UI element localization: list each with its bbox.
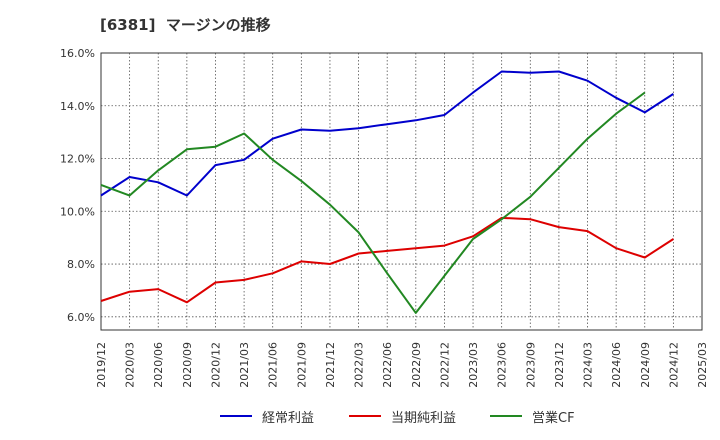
x-tick-label-16: 2023/12 xyxy=(553,342,566,388)
x-tick-label-5: 2021/03 xyxy=(238,342,251,388)
y-tick-label-3: 12.0% xyxy=(60,153,95,166)
x-tick-label-18: 2024/06 xyxy=(610,342,623,388)
x-tick-label-13: 2023/03 xyxy=(467,342,480,388)
x-tick-label-1: 2020/03 xyxy=(124,342,137,388)
x-tick-label-9: 2022/03 xyxy=(353,342,366,388)
series-lines xyxy=(100,70,674,314)
x-tick-label-2: 2020/06 xyxy=(152,342,165,388)
legend-swatch-series-2 xyxy=(490,415,522,417)
plot-frame xyxy=(100,52,703,331)
x-axis-ticks: 2019/12 2020/03 2020/06 2020/09 2020/12 2021/… xyxy=(95,342,709,388)
x-tick-label-6: 2021/06 xyxy=(267,342,280,388)
y-tick-label-1: 8.0% xyxy=(67,258,95,271)
x-tick-label-11: 2022/09 xyxy=(410,342,423,388)
legend: 経常利益 当期純利益 営業CF xyxy=(0,404,720,428)
x-tick-label-7: 2021/09 xyxy=(295,342,308,388)
y-tick-label-4: 14.0% xyxy=(60,100,95,113)
x-tick-label-10: 2022/06 xyxy=(381,342,394,388)
series-line-1 xyxy=(100,216,674,304)
legend-item-series-1: 当期純利益 xyxy=(349,404,456,428)
x-tick-label-3: 2020/09 xyxy=(181,342,194,388)
x-tick-label-14: 2023/06 xyxy=(496,342,509,388)
series-line-2 xyxy=(100,91,646,314)
y-axis-ticks: 6.0% 8.0% 10.0% 12.0% 14.0% 16.0% xyxy=(60,47,95,324)
x-tick-label-19: 2024/09 xyxy=(639,342,652,388)
x-tick-label-12: 2022/12 xyxy=(438,342,451,388)
legend-item-series-0: 経常利益 xyxy=(220,404,314,428)
x-tick-label-17: 2024/03 xyxy=(582,342,595,388)
y-tick-label-2: 10.0% xyxy=(60,205,95,218)
legend-label-series-1: 当期純利益 xyxy=(391,410,457,426)
x-tick-label-8: 2021/12 xyxy=(324,342,337,388)
x-tick-label-15: 2023/09 xyxy=(524,342,537,388)
legend-label-series-0: 経常利益 xyxy=(262,410,315,426)
series-line-0 xyxy=(100,70,674,197)
y-tick-label-5: 16.0% xyxy=(60,47,95,60)
y-tick-label-0: 6.0% xyxy=(67,311,95,324)
legend-label-series-2: 営業CF xyxy=(532,410,575,426)
x-tick-label-0: 2019/12 xyxy=(95,342,108,388)
legend-swatch-series-0 xyxy=(220,415,252,417)
x-tick-label-21: 2025/03 xyxy=(696,342,709,388)
x-tick-label-20: 2024/12 xyxy=(667,342,680,388)
legend-swatch-series-1 xyxy=(349,415,381,417)
chart-title: [6381] マージンの推移 xyxy=(100,16,271,34)
x-tick-label-4: 2020/12 xyxy=(209,342,222,388)
axes xyxy=(100,52,703,331)
legend-item-series-2: 営業CF xyxy=(490,404,575,428)
